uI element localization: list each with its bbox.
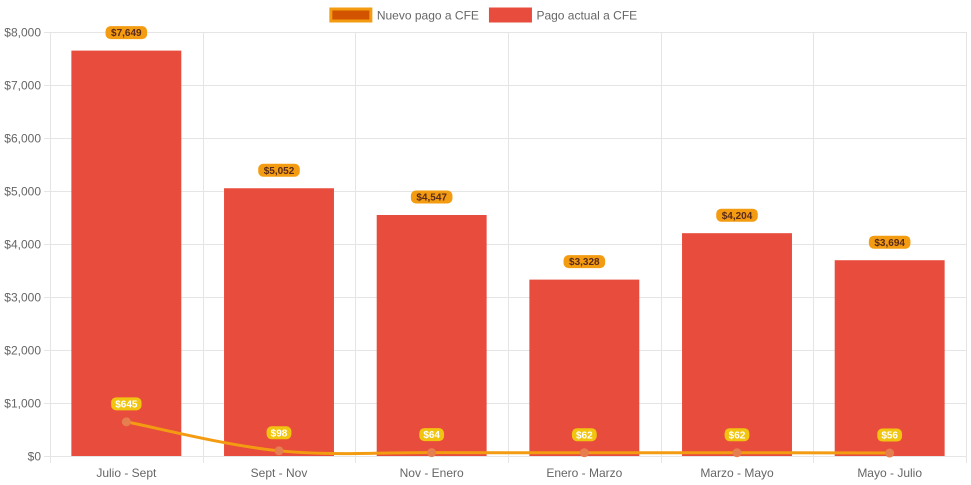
line-value-label-bg [724,428,750,442]
line-value-label-bg [266,426,292,440]
line-point [732,448,742,458]
bar-value-label-bg [563,255,606,269]
x-tick-label: Nov - Enero [400,466,464,480]
bar-value-label-text: $4,547 [416,193,447,204]
bar-value-label-text: $3,328 [569,257,600,268]
y-tick-label: $7,000 [4,79,41,93]
x-tick-label: Marzo - Mayo [700,466,774,480]
grid-lines [44,32,967,463]
bar-value-label: $4,204 [716,208,758,222]
line-value-label: $56 [877,428,903,442]
x-tick-label: Julio - Sept [96,466,157,480]
bar-value-label-text: $5,052 [264,166,295,177]
legend-item: Nuevo pago a CFE [329,7,479,23]
line-value-label: $62 [571,428,597,442]
y-tick-label: $4,000 [4,238,41,252]
bar-value-label-bg [105,26,148,40]
legend-swatch [329,7,373,23]
bar-value-label-text: $7,649 [111,28,142,39]
x-tick-label: Sept - Nov [251,466,308,480]
bar [376,215,487,456]
bar-value-label: $5,052 [258,163,300,177]
x-tick-label: Enero - Marzo [546,466,622,480]
bar [834,260,945,456]
line-series [121,417,895,458]
bar [682,233,792,456]
legend-label: Pago actual a CFE [536,9,637,23]
line-value-label-text: $98 [271,428,288,439]
y-tick-label: $0 [28,450,42,464]
series-line [126,420,890,456]
data-labels: $7,649 $5,052 $4,547 $3,328 $4,204 $3,694 $645… [105,26,911,442]
bar-value-label-bg [868,235,911,249]
x-axis: Julio - Sept Sept - Nov Nov - Enero Enero -… [96,466,922,480]
line-value-label: $64 [419,428,445,442]
bar-value-label: $3,328 [563,255,606,269]
bar-value-label: $4,547 [410,190,453,204]
y-tick-label: $8,000 [4,26,41,40]
bar-value-label-text: $3,694 [874,238,905,249]
bar-value-label-bg [258,163,300,177]
line-value-label-text: $62 [729,430,746,441]
line-point [579,448,589,458]
line-value-label-bg [571,428,597,442]
line-value-label-bg [877,428,903,442]
bar-value-label: $7,649 [105,26,148,40]
line-value-label-text: $645 [115,399,138,410]
bar-value-label: $3,694 [868,235,911,249]
bar [224,188,334,456]
legend-item: Pago actual a CFE [488,7,637,23]
line-value-label-text: $64 [423,430,440,441]
legend-swatch [488,7,532,23]
y-tick-label: $1,000 [4,397,41,411]
line-value-label-bg [111,397,142,411]
chart-legend: Nuevo pago a CFE Pago actual a CFE [329,7,637,23]
y-tick-label: $5,000 [4,185,41,199]
line-value-label: $62 [724,428,750,442]
line-value-label-text: $62 [576,430,593,441]
bar-value-label-bg [410,190,453,204]
line-value-label: $645 [111,397,142,411]
line-point [885,448,895,458]
y-tick-label: $6,000 [4,132,41,146]
line-point [274,446,284,456]
x-tick-label: Mayo - Julio [857,466,922,480]
y-axis: $0 $1,000 $2,000 $3,000 $4,000 $5,000 $6,000 $7… [4,26,41,464]
y-tick-label: $3,000 [4,291,41,305]
line-value-label-bg [419,428,445,442]
legend-label: Nuevo pago a CFE [377,9,479,23]
line-value-label-text: $56 [881,431,898,442]
bar [71,50,182,457]
bar-value-label-text: $4,204 [722,211,753,222]
bar-series [71,50,945,457]
bar-value-label-bg [716,208,758,222]
y-tick-label: $2,000 [4,344,41,358]
line-point [427,448,437,458]
line-point [121,417,131,427]
bar [529,279,640,456]
line-value-label: $98 [266,426,292,440]
